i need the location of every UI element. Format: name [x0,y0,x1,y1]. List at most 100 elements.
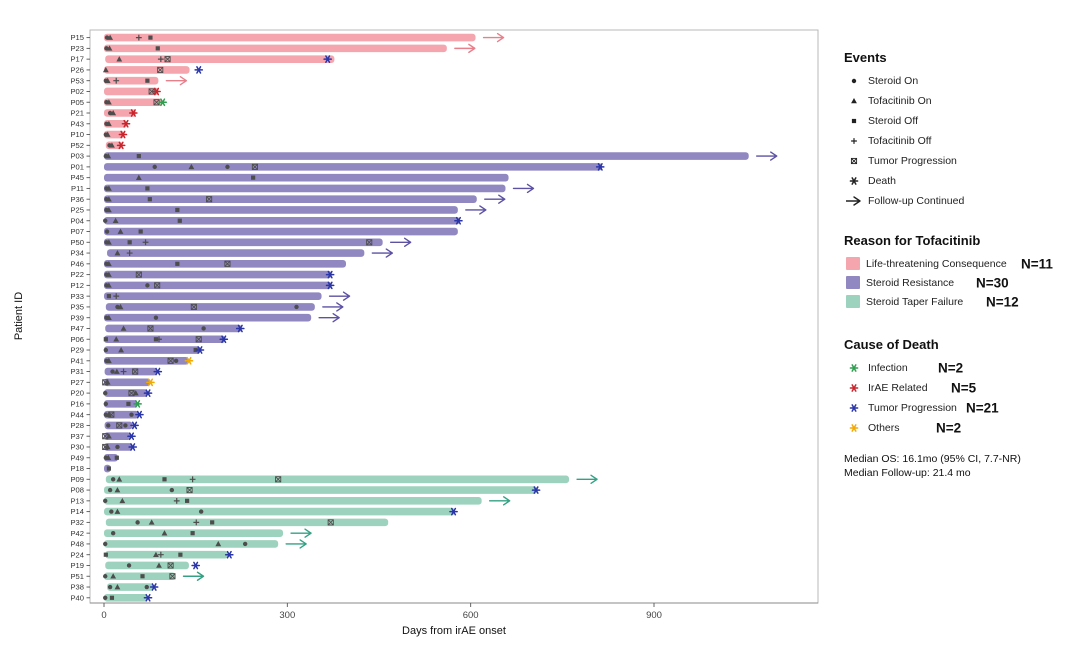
events-legend-label: Steroid On [868,75,919,87]
events-legend-label: Tofacitinib On [868,95,932,107]
event-tofacitinib-on [113,336,120,342]
event-death [191,561,201,570]
event-tumor-progression [154,282,161,289]
events-legend-item: Steroid On [838,71,1078,91]
event-steroid-off [851,118,857,124]
event-tumor-progression [366,239,373,246]
events-legend-label: Follow-up Continued [868,195,965,207]
bar-P25 [104,206,458,214]
event-death [118,130,128,139]
event-steroid-on [135,520,140,525]
event-death [449,507,458,516]
event-tofacitinib-on [132,390,139,396]
event-tofacitinib-on [153,551,159,558]
patient-label: P44 [70,410,84,419]
event-death [143,593,153,602]
followup-arrow-icon [371,248,394,258]
event-steroid-on [103,347,109,353]
event-death [121,119,131,128]
event-steroid-off [175,207,180,213]
event-tumor-progression [167,357,174,364]
death-legend: Cause of Death Infection N=2 IrAE Relate… [838,337,1078,438]
event-tofacitinib-on [112,217,119,224]
patient-label: P20 [70,389,84,398]
events-legend-title: Events [844,50,887,65]
event-tumor-progression [206,196,213,203]
event-tofacitinib-off [173,497,180,504]
event-tumor-progression [195,336,202,343]
patient-label: P22 [70,270,84,279]
death-legend-item: Infection N=2 [838,358,1078,378]
patient-label: P40 [70,593,84,602]
event-death [595,163,605,171]
legend-panel: Events Steroid On Tofacitinib On Steroid… [838,0,1078,657]
patient-label: P06 [70,335,84,344]
event-tofacitinib-on [109,142,115,148]
event-steroid-off [178,552,183,557]
x-tick-label: 0 [101,610,106,621]
event-steroid-off [138,229,143,234]
tofacitinib-on-icon [846,94,862,108]
event-steroid-on [110,530,116,536]
event-steroid-off [103,337,108,342]
event-tofacitinib-on [116,476,123,482]
event-steroid-off [136,154,141,159]
patient-label: P10 [70,130,84,139]
event-tofacitinib-on [135,174,142,180]
event-steroid-on [103,498,108,504]
event-steroid-on [242,541,248,547]
patient-label: P53 [70,76,84,85]
x-tick-label: 600 [463,610,479,621]
event-death [128,109,138,117]
event-death [849,177,859,185]
event-steroid-on [152,164,157,170]
event-tumor-progression [132,368,139,375]
event-death [130,421,139,430]
bar-P08 [104,486,538,494]
patient-label: P12 [70,281,84,290]
death-legend-label: Tumor Progression [868,402,957,414]
event-steroid-off [140,574,145,579]
events-legend: Events Steroid On Tofacitinib On Steroid… [838,50,1078,211]
event-steroid-off [114,455,119,460]
event-death [323,55,333,63]
x-tick-label: 900 [646,610,662,621]
patient-label: P01 [70,162,84,171]
patient-label: P07 [70,227,84,236]
event-tofacitinib-on [104,77,111,83]
bar-P47 [105,324,242,333]
patient-label: P35 [70,303,84,312]
event-death [133,400,142,408]
bar-P03 [104,152,749,160]
patient-label: P31 [70,367,84,376]
event-steroid-off [109,595,115,600]
events-legend-label: Tumor Progression [868,155,957,167]
bar-P23 [104,44,447,53]
median-followup-text: Median Follow-up: 21.4 mo [844,467,971,480]
bar-P27 [104,378,151,387]
event-death [128,443,138,451]
event-tofacitinib-off [120,368,127,375]
patient-label: P11 [71,184,84,193]
event-steroid-off [126,401,131,406]
reason-swatch-STF [846,295,860,308]
event-steroid-off [251,175,256,180]
bar-P53 [104,76,159,85]
followup-arrow-icon [328,291,351,301]
reason-legend-item: Life-threatening Consequence N=11 [838,254,1078,273]
event-tofacitinib-on [110,573,117,579]
followup-arrow-icon [389,237,412,247]
patient-label: P37 [70,432,84,441]
event-tofacitinib-on [118,347,125,353]
tumor-progression-icon [846,154,862,168]
event-death [194,66,204,74]
patient-label: P51 [70,572,84,581]
event-tumor-progression [128,390,135,397]
event-steroid-off [145,78,150,83]
event-steroid-on [126,563,132,568]
bar-P17 [105,55,335,63]
event-steroid-on [201,326,206,331]
event-death [235,324,245,333]
death-legend-title: Cause of Death [844,337,939,352]
bar-P51 [104,572,176,581]
